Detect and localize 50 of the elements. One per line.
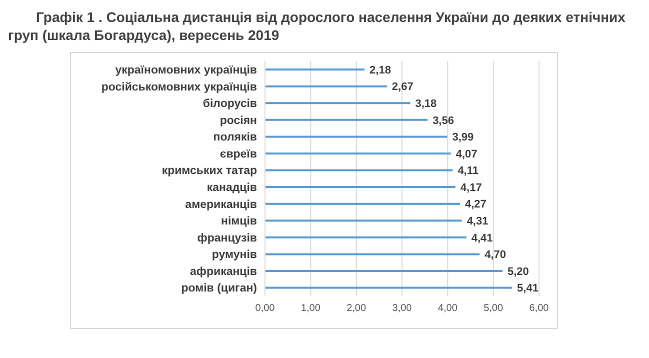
bar	[265, 152, 451, 154]
data-label: 4,11	[458, 165, 479, 178]
chart-title: Графік 1 . Соціальна дистанція від дорослого населення України до деяких етнічних груп (шкала Богардуса), вересень 2019	[8, 8, 626, 44]
y-tick-label: канадців	[206, 182, 257, 194]
bar	[265, 186, 456, 188]
bar	[265, 270, 502, 272]
y-tick-label: кримських татар	[162, 165, 257, 178]
y-tick-label: росіян	[220, 114, 258, 127]
bar	[265, 286, 512, 289]
y-tick-label: поляків	[213, 132, 257, 144]
x-tick-label: 3,00	[392, 303, 412, 314]
y-tick-label: африканців	[190, 266, 257, 278]
data-label: 4,70	[484, 249, 506, 262]
data-label: 4,31	[466, 216, 488, 228]
y-tick-label: румунів	[212, 249, 257, 262]
bar	[265, 253, 480, 256]
data-label: 4,41	[471, 232, 493, 244]
bar	[265, 85, 387, 88]
x-tick-label: 1,00	[300, 303, 321, 314]
data-label: 4,27	[464, 198, 486, 211]
data-label: 5,41	[517, 282, 538, 295]
y-tick-label: україномовних українців	[115, 64, 257, 76]
y-tick-label: російськомовних українців	[101, 81, 257, 94]
bar	[265, 220, 462, 222]
x-tick-label: 0,00	[255, 303, 276, 314]
data-label: 4,07	[456, 148, 478, 160]
bar	[265, 68, 365, 71]
x-tick-label: 5,00	[484, 303, 504, 314]
bar	[265, 136, 448, 138]
bar	[265, 169, 453, 172]
y-tick-label: французів	[197, 232, 257, 244]
y-tick-label: білорусів	[202, 98, 257, 110]
y-tick-label: німців	[221, 216, 257, 228]
data-label: 4,17	[460, 182, 482, 194]
y-tick-label: ромів (циган)	[181, 282, 258, 295]
y-tick-label: американців	[185, 198, 257, 211]
x-tick-label: 6,00	[529, 303, 550, 314]
x-tick-label: 4,00	[438, 303, 458, 314]
bar	[265, 202, 460, 205]
data-label: 3,18	[415, 98, 437, 110]
data-label: 2,18	[370, 64, 391, 76]
data-label: 3,99	[452, 132, 474, 144]
bar	[265, 118, 428, 121]
bar	[265, 102, 410, 104]
y-tick-label: євреїв	[220, 148, 257, 160]
data-label: 3,56	[432, 114, 454, 127]
bar	[265, 236, 466, 238]
x-tick-label: 2,00	[346, 303, 366, 314]
data-label: 2,67	[392, 81, 414, 94]
data-label: 5,20	[507, 266, 529, 278]
